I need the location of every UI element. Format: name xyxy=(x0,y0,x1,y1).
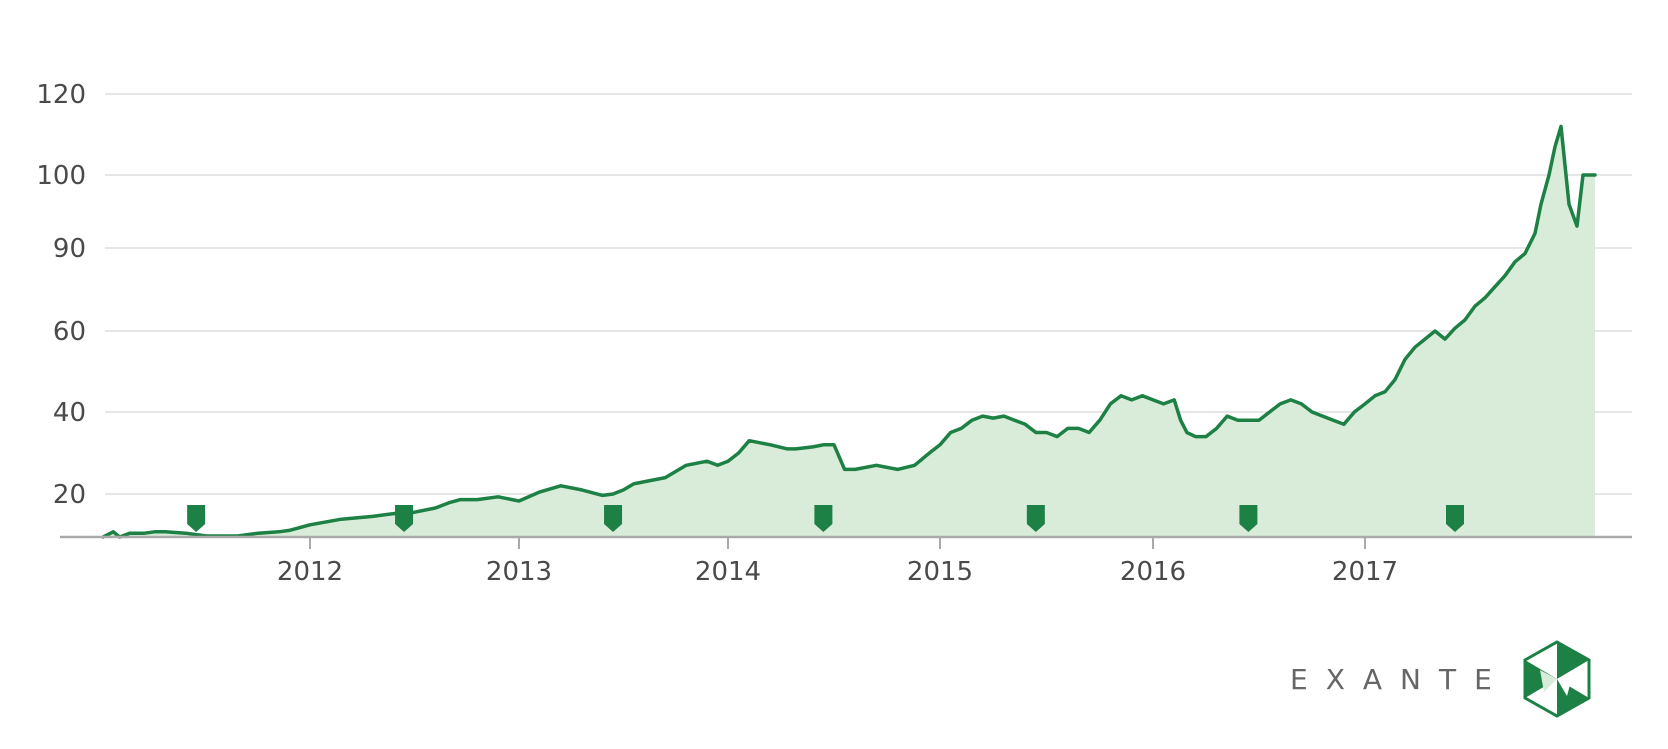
event-marker xyxy=(604,505,623,532)
x-tick-label: 2015 xyxy=(907,557,973,587)
event-markers xyxy=(187,505,1464,532)
brand-logo: EXANTE xyxy=(1290,640,1592,718)
event-marker xyxy=(395,505,414,532)
x-tick-label: 2017 xyxy=(1332,557,1398,587)
x-axis-ticks: 2012 2013 2014 2015 2016 2017 xyxy=(277,537,1398,587)
area-fill xyxy=(103,126,1595,538)
y-tick-label: 60 xyxy=(53,317,86,347)
y-tick-label: 20 xyxy=(53,480,86,510)
hexagon-triangle-logo-icon xyxy=(1523,640,1591,718)
event-marker xyxy=(1239,505,1258,532)
x-tick-label: 2013 xyxy=(486,557,552,587)
y-axis-ticks: 20 40 60 90 100 120 xyxy=(36,80,86,510)
event-marker xyxy=(1446,505,1464,532)
x-tick-label: 2012 xyxy=(277,557,343,587)
series-line xyxy=(101,124,1597,539)
event-marker xyxy=(1026,505,1045,532)
x-tick-label: 2014 xyxy=(695,557,761,587)
y-tick-label: 40 xyxy=(53,398,86,428)
event-marker xyxy=(187,505,206,532)
brand-name: EXANTE xyxy=(1290,662,1510,696)
y-tick-label: 90 xyxy=(53,234,86,264)
series-area xyxy=(103,126,1595,538)
y-tick-label: 100 xyxy=(36,161,86,191)
event-marker xyxy=(814,505,833,532)
y-tick-label: 120 xyxy=(36,80,86,110)
x-tick-label: 2016 xyxy=(1120,557,1186,587)
price-line xyxy=(101,124,1597,539)
